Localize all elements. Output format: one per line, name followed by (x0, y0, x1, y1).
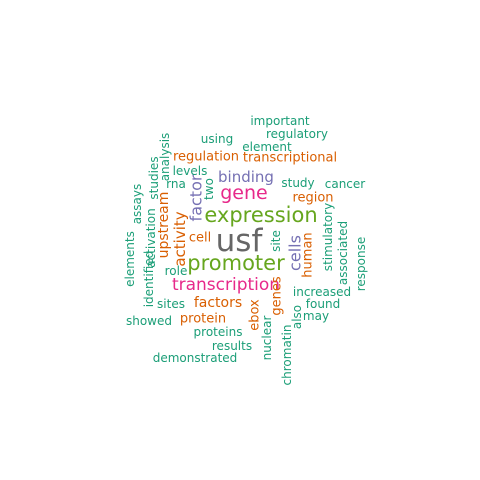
word-elements: elements (123, 231, 137, 287)
word-identified: identified (142, 251, 156, 308)
word-studies: studies (147, 156, 161, 199)
word-nuclear: nuclear (260, 316, 274, 361)
word-promoter: promoter (187, 251, 285, 275)
word-analysis: analysis (158, 133, 172, 182)
word-regulatory: regulatory (266, 127, 328, 141)
word-activity: activity (171, 211, 189, 266)
word-factors: factors (194, 295, 242, 311)
word-activation: activation (144, 208, 158, 267)
word-important: important (250, 114, 310, 128)
word-role: role (165, 264, 188, 278)
word-cells: cells (286, 235, 305, 271)
word-transcription: transcription (172, 275, 280, 295)
word-levels: levels (173, 164, 208, 178)
word-rna: rna (166, 177, 186, 191)
word-region: region (292, 191, 333, 206)
word-demonstrated: demonstrated (153, 351, 238, 365)
word-protein: protein (180, 312, 226, 327)
word-found: found (306, 297, 340, 311)
word-upstream: upstream (156, 192, 172, 259)
word-human: human (301, 232, 316, 277)
word-showed: showed (126, 314, 172, 328)
word-increased: increased (293, 285, 351, 299)
word-gene: gene (220, 182, 267, 204)
word-using: using (201, 132, 233, 146)
word-genes: genes (270, 276, 285, 315)
word-stimulatory: stimulatory (321, 203, 335, 271)
word-site: site (269, 230, 283, 252)
word-cancer: cancer (325, 177, 366, 191)
word-element: element (242, 140, 292, 154)
word-expression: expression (204, 203, 317, 227)
word-two: two (202, 178, 216, 200)
word-proteins: proteins (194, 325, 243, 339)
word-transcriptional: transcriptional (243, 151, 337, 166)
word-sites: sites (157, 297, 185, 311)
word-ebox: ebox (248, 299, 263, 331)
word-may: may (303, 309, 329, 323)
word-results: results (212, 339, 252, 353)
word-also: also (290, 305, 304, 329)
word-usf: usf (216, 223, 264, 259)
word-associated: associated (336, 221, 350, 285)
word-assays: assays (130, 184, 144, 225)
word-regulation: regulation (173, 150, 239, 165)
word-chromatin: chromatin (280, 325, 294, 386)
word-response: response (354, 237, 368, 292)
word-binding: binding (218, 168, 274, 186)
word-cell: cell (189, 231, 211, 246)
word-study: study (281, 176, 314, 190)
word-factor: factor (187, 174, 206, 221)
